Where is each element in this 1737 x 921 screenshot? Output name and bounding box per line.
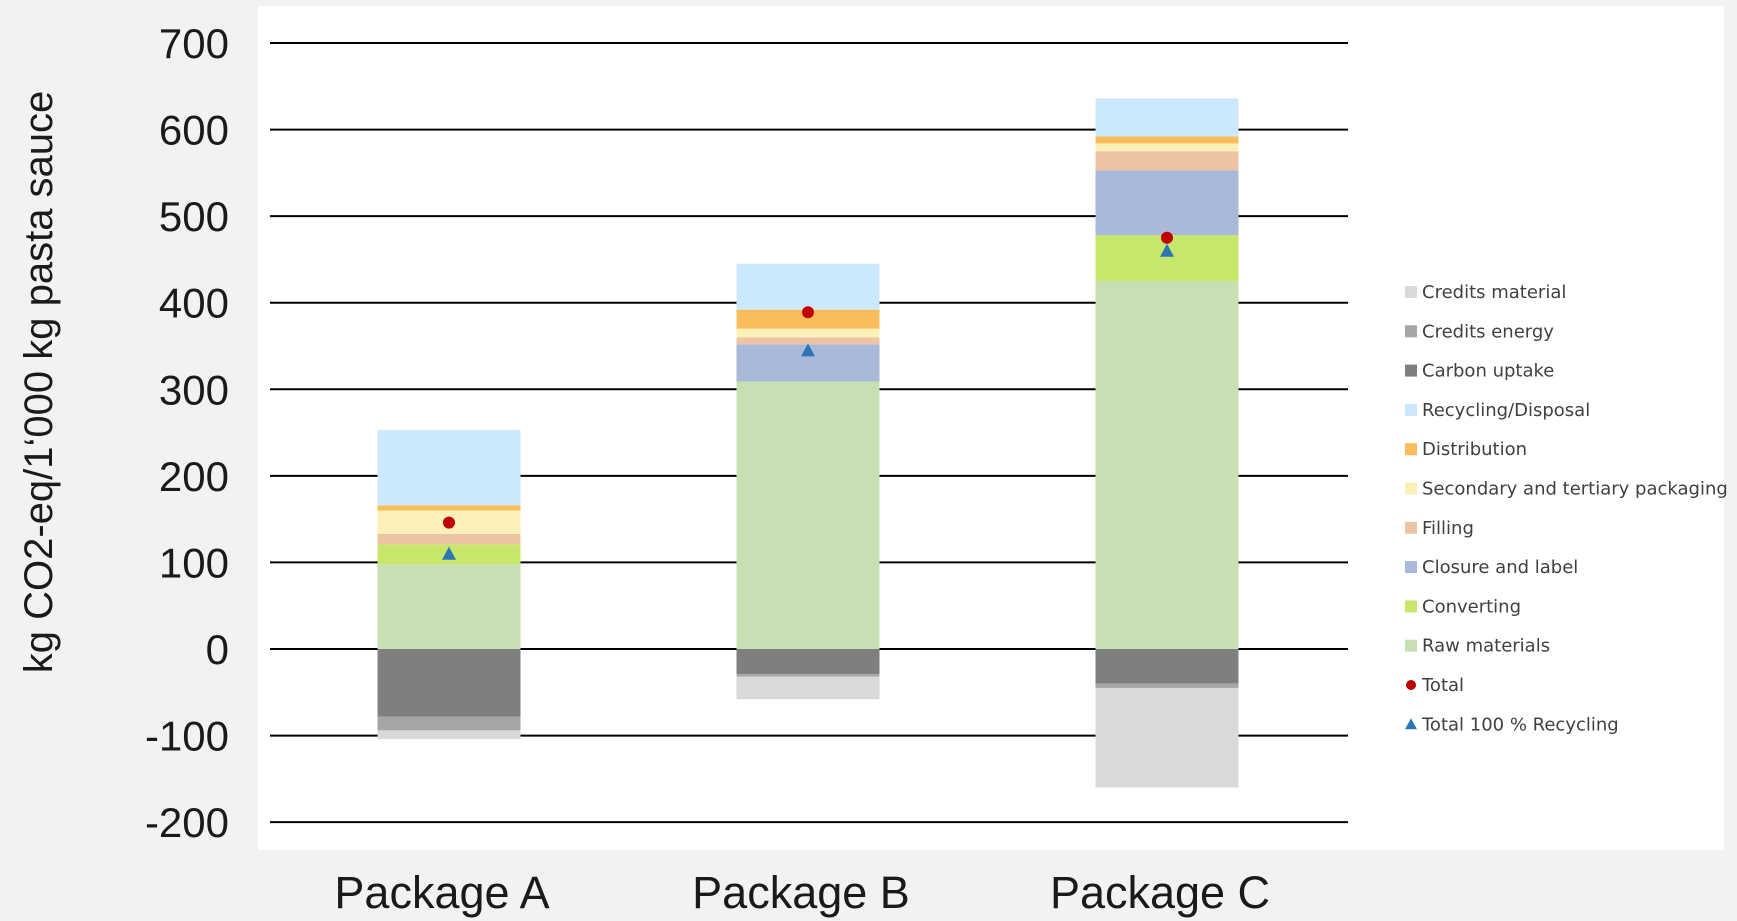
legend-swatch-8 <box>1405 600 1417 613</box>
legend-label-5: Secondary and tertiary packaging <box>1422 479 1728 500</box>
bar-segment-1-3 <box>736 263 880 310</box>
legend-label-8: Converting <box>1422 596 1521 617</box>
bar-segment-1-6 <box>736 337 880 345</box>
x-axis-ticks: Package A Package B Package C <box>334 867 1270 918</box>
legend-swatch-11 <box>1405 718 1417 730</box>
y-tick-label-4: 300 <box>159 366 229 413</box>
legend-label-7: Closure and label <box>1422 557 1578 578</box>
bar-segment-2-4 <box>1095 136 1239 144</box>
legend-swatch-0 <box>1405 286 1417 298</box>
bar-segment-0-1 <box>377 716 521 731</box>
legend: Credits material Credits energy Carbon upt… <box>1405 282 1728 735</box>
bar-segment-0-6 <box>377 533 521 545</box>
marker-total-1 <box>802 306 814 319</box>
legend-label-1: Credits energy <box>1422 321 1554 342</box>
y-tick-label-2: 500 <box>159 193 229 240</box>
y-tick-label-6: 100 <box>159 539 229 586</box>
bar-segment-0-0 <box>377 730 521 740</box>
x-tick-label-0: Package A <box>334 867 549 918</box>
bars <box>377 98 1239 788</box>
legend-label-0: Credits material <box>1422 282 1566 303</box>
legend-swatch-9 <box>1405 639 1417 652</box>
bar-segment-0-3 <box>377 429 521 506</box>
legend-label-9: Raw materials <box>1422 636 1550 657</box>
bar-segment-2-7 <box>1095 170 1239 236</box>
y-tick-label-1: 600 <box>159 107 229 154</box>
bar-segment-1-9 <box>736 381 880 649</box>
legend-swatch-5 <box>1405 482 1417 495</box>
legend-swatch-3 <box>1405 403 1417 416</box>
x-tick-label-1: Package B <box>692 867 910 918</box>
legend-label-11: Total 100 % Recycling <box>1421 714 1619 735</box>
bar-segment-2-6 <box>1095 151 1239 171</box>
legend-label-2: Carbon uptake <box>1422 361 1554 382</box>
bar-segment-2-1 <box>1095 683 1239 688</box>
y-tick-label-3: 400 <box>159 280 229 327</box>
bar-segment-0-9 <box>377 564 521 649</box>
legend-label-3: Recycling/Disposal <box>1422 400 1590 421</box>
bar-segment-2-3 <box>1095 98 1239 137</box>
bar-segment-2-5 <box>1095 143 1239 152</box>
bar-segment-1-4 <box>736 309 880 329</box>
marker-total-recycling-0 <box>442 546 456 560</box>
bar-segment-1-5 <box>736 328 880 338</box>
bar-segment-0-2 <box>377 649 521 717</box>
legend-label-6: Filling <box>1422 518 1474 539</box>
bar-segment-2-2 <box>1095 649 1239 684</box>
bar-segment-2-0 <box>1095 687 1239 788</box>
bar-segment-1-1 <box>736 674 880 677</box>
y-axis-label: kg CO2-eq/1‘000 kg pasta sauce <box>17 91 61 674</box>
legend-swatch-2 <box>1405 364 1417 377</box>
y-tick-label-5: 200 <box>159 453 229 500</box>
y-tick-label-0: 700 <box>159 20 229 67</box>
bar-segment-2-9 <box>1095 281 1239 649</box>
marker-total-0 <box>443 516 455 529</box>
bar-segment-1-0 <box>736 676 880 700</box>
legend-swatch-10 <box>1406 680 1416 690</box>
markers <box>442 231 1174 560</box>
legend-swatch-4 <box>1405 443 1417 456</box>
marker-total-recycling-2 <box>1160 243 1174 257</box>
y-tick-label-8: -100 <box>145 713 229 760</box>
legend-swatch-7 <box>1405 561 1417 574</box>
legend-swatch-1 <box>1405 325 1417 338</box>
marker-total-recycling-1 <box>801 343 815 357</box>
bar-segment-0-4 <box>377 505 521 511</box>
y-tick-label-7: 0 <box>206 626 229 673</box>
marker-total-2 <box>1161 231 1173 244</box>
bar-segment-1-2 <box>736 649 880 675</box>
y-tick-label-9: -200 <box>145 799 229 846</box>
legend-swatch-6 <box>1405 521 1417 534</box>
legend-label-10: Total <box>1421 675 1464 696</box>
x-tick-label-2: Package C <box>1050 867 1270 918</box>
y-axis-ticks: 700 600 500 400 300 200 100 0 -100 -200 <box>145 20 229 846</box>
legend-label-4: Distribution <box>1422 439 1527 460</box>
